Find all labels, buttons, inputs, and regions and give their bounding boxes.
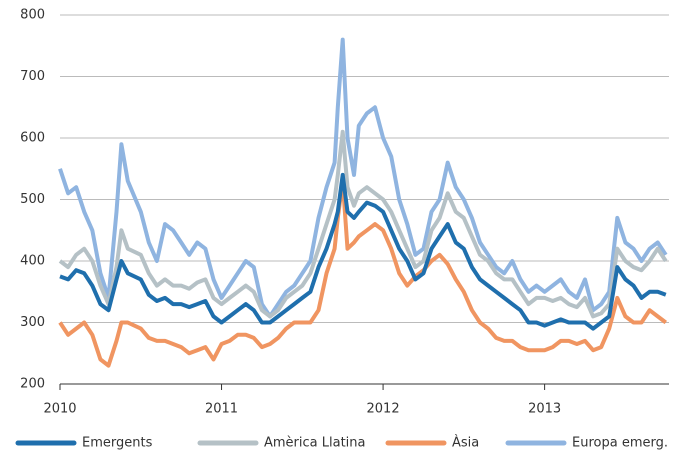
x-tick-label: 2013 xyxy=(528,402,561,417)
y-tick-label: 600 xyxy=(20,131,45,146)
y-tick-label: 400 xyxy=(20,254,45,269)
x-tick-label: 2012 xyxy=(367,402,400,417)
legend-label: Europa emerg. xyxy=(572,436,668,451)
x-tick-label: 2011 xyxy=(205,402,238,417)
series-line xyxy=(58,179,668,368)
series-line xyxy=(59,172,667,331)
y-tick-label: 500 xyxy=(20,192,45,207)
legend-label: Amèrica Llatina xyxy=(264,436,366,451)
x-tick-label: 2010 xyxy=(43,402,76,417)
y-tick-label: 700 xyxy=(20,69,45,84)
legend-label: Emergents xyxy=(82,436,153,451)
series-line xyxy=(58,37,668,319)
y-tick-label: 300 xyxy=(20,315,45,330)
legend-label: Àsia xyxy=(452,435,479,451)
series-line xyxy=(58,129,668,319)
y-tick-label: 800 xyxy=(20,8,45,23)
y-tick-label: 200 xyxy=(20,377,45,392)
